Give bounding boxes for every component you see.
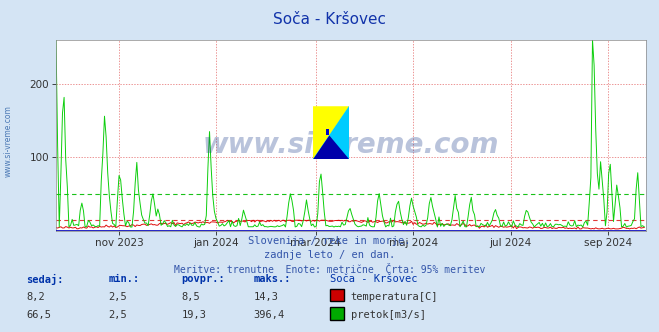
- Text: 396,4: 396,4: [254, 310, 285, 320]
- Text: min.:: min.:: [109, 274, 140, 284]
- Text: 14,3: 14,3: [254, 292, 279, 302]
- Text: 2,5: 2,5: [109, 310, 127, 320]
- Text: zadnje leto / en dan.: zadnje leto / en dan.: [264, 250, 395, 260]
- Text: povpr.:: povpr.:: [181, 274, 225, 284]
- Text: temperatura[C]: temperatura[C]: [351, 292, 438, 302]
- Bar: [326, 129, 329, 135]
- Text: 8,2: 8,2: [26, 292, 45, 302]
- Text: Meritve: trenutne  Enote: metrične  Črta: 95% meritev: Meritve: trenutne Enote: metrične Črta: …: [174, 265, 485, 275]
- Text: maks.:: maks.:: [254, 274, 291, 284]
- Polygon shape: [313, 106, 349, 159]
- Text: pretok[m3/s]: pretok[m3/s]: [351, 310, 426, 320]
- Text: 2,5: 2,5: [109, 292, 127, 302]
- Text: www.si-vreme.com: www.si-vreme.com: [4, 105, 13, 177]
- Text: 8,5: 8,5: [181, 292, 200, 302]
- Polygon shape: [313, 135, 349, 159]
- Text: Soča - Kršovec: Soča - Kršovec: [273, 12, 386, 27]
- Text: www.si-vreme.com: www.si-vreme.com: [203, 131, 499, 159]
- Polygon shape: [313, 106, 349, 159]
- Text: 19,3: 19,3: [181, 310, 206, 320]
- Text: Slovenija / reke in morje.: Slovenija / reke in morje.: [248, 236, 411, 246]
- Text: sedaj:: sedaj:: [26, 274, 64, 285]
- Text: 66,5: 66,5: [26, 310, 51, 320]
- Text: Soča - Kršovec: Soča - Kršovec: [330, 274, 417, 284]
